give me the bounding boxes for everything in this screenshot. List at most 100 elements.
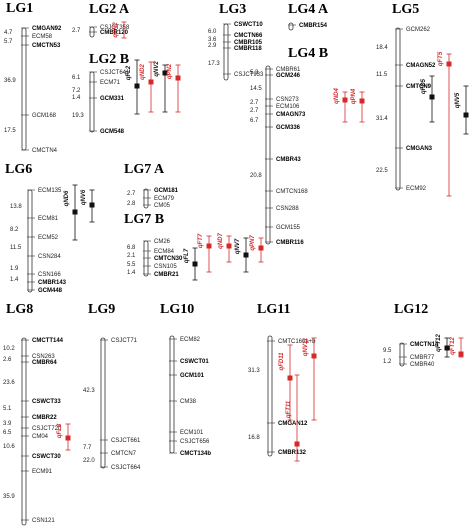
lg6-title: LG6 bbox=[5, 162, 32, 177]
marker-label: CMBR77 bbox=[410, 355, 435, 361]
lg8-title: LG8 bbox=[6, 302, 33, 317]
lg11-title: LG11 bbox=[257, 302, 290, 317]
qtl-qfl8: qFL8 bbox=[57, 423, 71, 451]
qtl-label: qFT11 bbox=[286, 400, 292, 418]
qtl-qnd2: qND2 bbox=[140, 61, 154, 113]
qtl-label: qPN4 bbox=[351, 88, 357, 104]
distance-label: 11.5 bbox=[10, 245, 22, 251]
distance-label: 35.9 bbox=[3, 494, 15, 500]
marker-label: CMCTN53 bbox=[32, 43, 61, 49]
qtl-qnv6: qNV6 bbox=[81, 189, 95, 223]
lg9-group: LG9 CSJCT71 CSJCT661 CMTCN7 CSJCT664 42.3 7.7 2… bbox=[83, 302, 141, 471]
lg5-title: LG5 bbox=[392, 2, 419, 17]
qtl-label: qPN7 bbox=[250, 235, 256, 251]
lg12-chromosome bbox=[399, 342, 405, 367]
distance-label: 5.1 bbox=[3, 406, 12, 412]
marker-label: CMBR21 bbox=[154, 272, 179, 278]
qtl-qpn2: qPN2 bbox=[167, 63, 181, 113]
qtl-peak bbox=[458, 351, 464, 357]
marker-label: CMCTN14 bbox=[410, 342, 439, 348]
qtl-label: qNV5 bbox=[455, 92, 461, 108]
marker-label: CM04 bbox=[32, 434, 49, 440]
marker-label: CMBR143 bbox=[38, 280, 67, 286]
marker-label: GCM448 bbox=[38, 288, 63, 294]
qtl-label: qPN2 bbox=[113, 22, 119, 38]
lg7a-title: LG7 A bbox=[124, 162, 165, 177]
lg11-chromosome bbox=[267, 335, 273, 457]
marker-label: GCM181 bbox=[154, 188, 179, 194]
distance-label: 7.7 bbox=[83, 445, 92, 451]
lg10-title: LG10 bbox=[160, 302, 194, 317]
qtl-label: qFL2 bbox=[126, 65, 132, 80]
distance-label: 23.6 bbox=[3, 380, 15, 386]
qtl-qft7: qFT7 bbox=[198, 233, 212, 273]
distance-label: 22.0 bbox=[83, 458, 95, 464]
qtl-peak bbox=[72, 209, 78, 215]
marker-label: CSN288 bbox=[276, 206, 299, 212]
distance-label: 2.9 bbox=[208, 43, 217, 49]
marker-label: CSN105 bbox=[154, 264, 177, 270]
distance-label: 14.5 bbox=[250, 86, 262, 92]
distance-label: 2.7 bbox=[250, 100, 259, 106]
marker-label: CMGAN3 bbox=[406, 146, 433, 152]
distance-label: 1.4 bbox=[72, 95, 81, 101]
qtl-peak bbox=[134, 83, 140, 89]
marker-label: CSWCT33 bbox=[32, 399, 61, 405]
distance-label: 17.3 bbox=[208, 61, 220, 67]
qtl-peak bbox=[89, 202, 95, 208]
qtl-label: qFD11 bbox=[279, 352, 285, 371]
distance-label: 6.7 bbox=[250, 118, 259, 124]
qtl-peak bbox=[446, 61, 452, 67]
distance-label: 20.8 bbox=[250, 173, 262, 179]
qtl-peak bbox=[65, 435, 71, 441]
qtl-qfl7: qFL7 bbox=[184, 247, 198, 281]
lg8-chromosome bbox=[21, 337, 27, 526]
lg4b-chromosome bbox=[265, 65, 271, 245]
lg5-chromosome bbox=[395, 27, 401, 191]
qtl-peak bbox=[429, 94, 435, 100]
marker-label: CSJCT641 bbox=[100, 70, 130, 76]
qtl-qft11: qFT11 bbox=[286, 374, 300, 462]
marker-label: CMBR105 bbox=[234, 40, 263, 46]
qtl-peak bbox=[243, 252, 249, 258]
marker-label: CSN273 bbox=[276, 97, 299, 103]
marker-label: CSN284 bbox=[38, 254, 61, 260]
distance-label: 19.3 bbox=[72, 113, 84, 119]
marker-label: GCM331 bbox=[100, 96, 125, 102]
qtl-peak bbox=[162, 70, 168, 76]
lg4a-title: LG4 A bbox=[288, 2, 329, 17]
qtl-label: qFL8 bbox=[57, 423, 63, 438]
qtl-qnv2: qNV2 bbox=[154, 61, 168, 113]
qtl-qft12: qFT12 bbox=[450, 337, 464, 358]
marker-label: GCM336 bbox=[276, 125, 301, 131]
qtl-label: qPN2 bbox=[167, 63, 173, 79]
qtl-peak bbox=[359, 98, 365, 104]
qtl-qpn7: qPN7 bbox=[250, 235, 264, 263]
qtl-label: qFT12 bbox=[450, 337, 456, 355]
qtl-label: qFT5 bbox=[438, 51, 444, 66]
lg2b-group: LG2 B CSJCT641 ECM71 GCM331 GCM548 6.1 7.21.4 1… bbox=[72, 52, 181, 135]
distance-label: 2.1 bbox=[127, 253, 136, 259]
marker-label: CM05 bbox=[154, 203, 171, 209]
lg7b-chromosome bbox=[143, 240, 149, 277]
distance-label: 2.7 bbox=[127, 191, 136, 197]
qtl-label: qNV6 bbox=[81, 189, 87, 205]
lg7b-title: LG7 B bbox=[124, 212, 164, 227]
marker-label: CMCTT144 bbox=[32, 338, 64, 344]
marker-label: ECM71 bbox=[100, 80, 121, 86]
qtl-qnv5: qNV5 bbox=[455, 85, 469, 135]
distance-label: 18.4 bbox=[376, 45, 388, 51]
marker-label: CMTCN30 bbox=[154, 256, 183, 262]
qtl-peak bbox=[342, 97, 348, 103]
marker-label: CMTCN168 bbox=[276, 189, 308, 195]
distance-label: 10.2 bbox=[3, 346, 15, 352]
distance-label: 11.5 bbox=[376, 72, 388, 78]
marker-label: CMBR22 bbox=[32, 415, 57, 421]
marker-label: CMCTN4 bbox=[32, 148, 58, 154]
distance-label: 42.3 bbox=[83, 388, 95, 394]
qtl-qpn2: qPN2 bbox=[113, 21, 127, 39]
marker-label: CMBR118 bbox=[234, 46, 262, 52]
